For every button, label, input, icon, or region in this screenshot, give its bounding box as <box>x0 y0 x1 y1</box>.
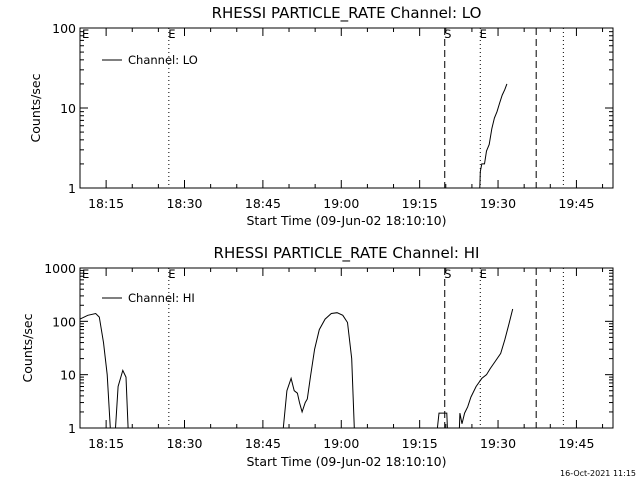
x-tick-label: 19:45 <box>558 436 594 451</box>
event-marker-label: S <box>444 267 451 281</box>
x-tick-label: 18:45 <box>245 436 281 451</box>
corner-marker-label: E <box>82 27 89 41</box>
series-line <box>115 369 129 429</box>
event-marker-label: E <box>480 27 487 41</box>
y-tick-label: 100 <box>52 21 76 36</box>
x-tick-label: 19:45 <box>558 196 594 211</box>
chart-title: RHESSI PARTICLE_RATE Channel: HI <box>214 244 480 263</box>
series-line <box>479 83 508 189</box>
chart-panel-hi: RHESSI PARTICLE_RATE Channel: HI 18:15 18:… <box>20 244 614 469</box>
chart-title: RHESSI PARTICLE_RATE Channel: LO <box>212 4 482 23</box>
x-tick-label: 19:15 <box>402 196 438 211</box>
y-axis-label: Counts/sec <box>20 313 35 382</box>
x-tick-label: 18:15 <box>88 196 124 211</box>
event-marker-label: E <box>168 267 175 281</box>
y-tick-label: 1 <box>68 181 76 196</box>
plot-frame <box>79 267 614 429</box>
x-tick-label: 19:30 <box>480 196 516 211</box>
corner-marker-label: E <box>82 267 89 281</box>
chart-panel-lo: RHESSI PARTICLE_RATE Channel: LO 18:15 18:… <box>28 4 614 228</box>
y-tick-label: 10 <box>60 101 76 116</box>
series-line <box>458 308 514 429</box>
y-tick-label: 100 <box>52 314 76 329</box>
y-tick-label: 1 <box>68 421 76 436</box>
x-axis-label: Start Time (09-Jun-02 18:10:10) <box>247 213 447 228</box>
timestamp-label: 16-Oct-2021 11:15 <box>560 469 636 478</box>
event-marker-label: E <box>480 267 487 281</box>
y-tick-label: 1000 <box>44 261 76 276</box>
x-tick-label: 19:15 <box>402 436 438 451</box>
x-tick-label: 18:30 <box>166 436 202 451</box>
x-axis-label: Start Time (09-Jun-02 18:10:10) <box>247 454 447 469</box>
x-tick-label: 18:30 <box>166 196 202 211</box>
series-line <box>436 412 448 429</box>
x-tick-label: 19:00 <box>323 436 359 451</box>
legend-label: Channel: HI <box>128 291 195 305</box>
x-tick-label: 19:30 <box>480 436 516 451</box>
y-axis-label: Counts/sec <box>28 73 43 142</box>
legend-label: Channel: LO <box>128 53 198 67</box>
series-line <box>282 312 355 429</box>
x-tick-label: 19:00 <box>323 196 359 211</box>
event-marker-label: E <box>168 27 175 41</box>
event-marker-label: S <box>444 27 451 41</box>
y-tick-label: 10 <box>60 368 76 383</box>
x-tick-label: 18:15 <box>88 436 124 451</box>
series-line <box>79 312 111 429</box>
x-tick-label: 18:45 <box>245 196 281 211</box>
